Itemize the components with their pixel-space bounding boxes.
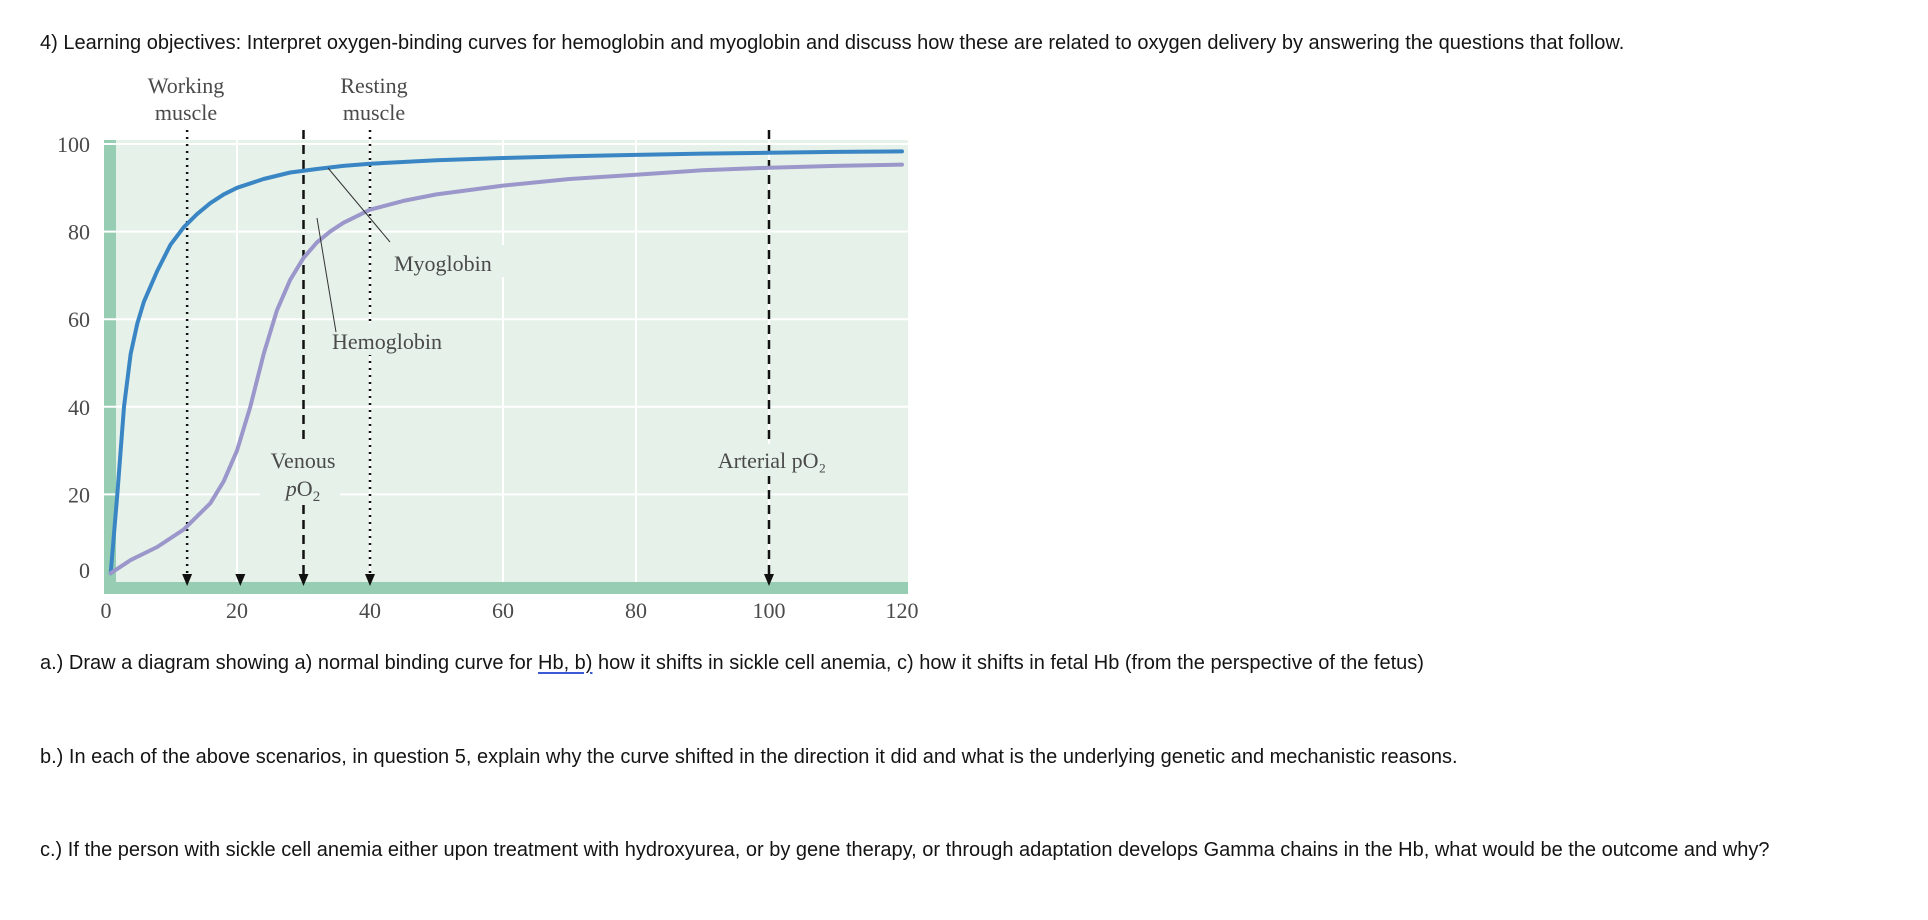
y-tick-label: 80 xyxy=(68,220,90,245)
x-tick-label: 40 xyxy=(359,598,381,623)
question-c: c.) If the person with sickle cell anemi… xyxy=(40,839,1770,861)
myoglobin-label: Myoglobin xyxy=(394,251,492,276)
binding-curves xyxy=(108,149,904,576)
arterial-label-bg xyxy=(698,444,846,476)
y-tick-label: 100 xyxy=(57,132,90,157)
x-tick-label: 0 xyxy=(101,598,112,623)
venous-label-bg xyxy=(260,444,340,504)
working-muscle-label-line1: Working xyxy=(148,73,224,98)
y-tick-label: 0 xyxy=(79,558,90,583)
question-b: b.) In each of the above scenarios, in q… xyxy=(40,746,1458,768)
hb-link[interactable]: Hb, b) xyxy=(538,652,593,674)
question-a-text-end: how it shifts in sickle cell anemia, c) … xyxy=(592,652,1424,674)
working-muscle-label-line2: muscle xyxy=(155,100,217,125)
chart-grid xyxy=(104,140,908,582)
marker-resting-muscle-arrowhead xyxy=(365,574,375,586)
y-tick-label: 20 xyxy=(68,482,90,507)
arterial-po2-label: Arterial pO₂ xyxy=(718,448,826,473)
x-tick-label: 80 xyxy=(625,598,647,623)
x-tick-label: 20 xyxy=(226,598,248,623)
y-axis-band xyxy=(104,140,116,594)
hemoglobin-label-bg xyxy=(330,323,482,355)
plot-background xyxy=(104,140,908,594)
x-tick-label: 120 xyxy=(886,598,919,623)
hemoglobin-leader-line xyxy=(316,217,337,333)
hemoglobin-curve xyxy=(108,162,904,576)
po2-markers xyxy=(182,130,774,586)
myoglobin-leader-line xyxy=(327,167,391,243)
marker-venous-po2-arrowhead xyxy=(298,574,309,586)
x-tick-label: 100 xyxy=(753,598,786,623)
resting-muscle-label-line1: Resting xyxy=(340,73,407,98)
resting-muscle-label-line2: muscle xyxy=(343,100,405,125)
oxygen-binding-chart: 0 20 40 60 80 100 120 0 20 40 60 80 100 Working musc… xyxy=(57,73,919,623)
question-a-text-start: a.) Draw a diagram showing a) normal bin… xyxy=(40,652,538,674)
marker-arterial-po2-arrowhead xyxy=(764,574,774,586)
myoglobin-curve xyxy=(108,149,904,576)
myoglobin-label-bg xyxy=(388,245,528,277)
question-a: a.) Draw a diagram showing a) normal bin… xyxy=(40,652,1424,675)
hemoglobin-label: Hemoglobin xyxy=(332,329,442,354)
marker-working-muscle-arrowhead xyxy=(182,574,193,586)
x-tick-label: 60 xyxy=(492,598,514,623)
x-axis-band xyxy=(104,582,908,594)
axis-ticks: 0 20 40 60 80 100 120 0 20 40 60 80 100 xyxy=(57,132,919,623)
venous-label: Venous xyxy=(271,448,336,473)
y-tick-label: 40 xyxy=(68,395,90,420)
plot-area xyxy=(104,140,908,594)
learning-objectives-title: 4) Learning objectives: Interpret oxygen… xyxy=(40,32,1625,54)
marker-arrow xyxy=(235,574,246,586)
y-tick-label: 60 xyxy=(68,307,90,332)
